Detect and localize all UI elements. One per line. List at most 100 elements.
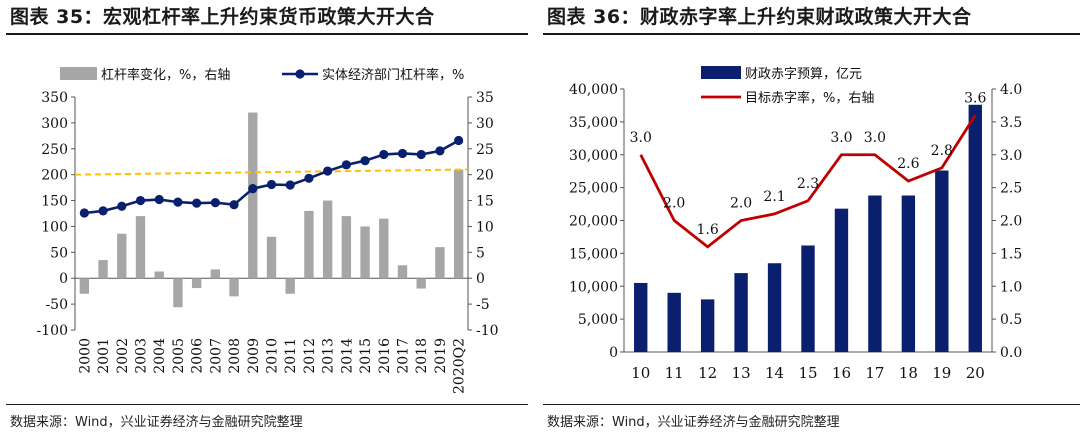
- left-panel: 图表 35：宏观杠杆率上升约束货币政策大开大合 -100 -50 0 50 100 150…: [0, 0, 528, 437]
- x-tick-label: 2012: [302, 338, 318, 374]
- right-tick-label: 0.5: [1000, 312, 1022, 328]
- legend-bar-swatch: [60, 67, 97, 80]
- fiscal-deficit-bar: [634, 282, 648, 352]
- right-tick-label: 30: [476, 116, 494, 132]
- left-tick-label: 350: [41, 90, 68, 106]
- deficit-ratio-data-label: 2.3: [797, 176, 819, 192]
- left-tick-label: 300: [41, 116, 68, 132]
- fiscal-deficit-bar: [935, 170, 949, 352]
- leverage-change-bar: [191, 278, 202, 289]
- leverage-change-bar: [379, 218, 389, 279]
- x-tick-label: 2008: [227, 338, 243, 374]
- x-tick-label: 2005: [171, 338, 187, 374]
- fiscal-deficit-bar: [667, 292, 681, 352]
- legend-bar-label: 杠杆率变化，%，右轴: [101, 67, 230, 83]
- leverage-ratio-point: [285, 180, 295, 190]
- x-tick-label: 2018: [414, 338, 430, 374]
- right-tick-label: 3.5: [1000, 115, 1022, 131]
- left-tick-label: 200: [41, 168, 68, 184]
- left-title-rule: [6, 33, 528, 35]
- x-tick-label: 2013: [321, 338, 337, 374]
- x-tick-label: 2019: [433, 338, 449, 374]
- left-chart-title: 图表 35：宏观杠杆率上升约束货币政策大开大合: [10, 6, 435, 28]
- left-tick-label: 250: [41, 142, 68, 158]
- leverage-ratio-point: [79, 208, 89, 218]
- fiscal-deficit-bar: [901, 195, 916, 352]
- right-panel: 图表 36：财政赤字率上升约束财政政策大开大合 0 5,000 10,000 15,0…: [537, 0, 1080, 437]
- leverage-ratio-point: [360, 156, 370, 166]
- deficit-ratio-data-label: 3.0: [864, 130, 886, 146]
- leverage-ratio-point: [379, 149, 389, 160]
- leverage-ratio-point: [154, 194, 164, 205]
- legend-bar-label: 财政赤字预算，亿元: [745, 67, 862, 82]
- leverage-change-bar: [98, 260, 108, 279]
- leverage-change-bar: [285, 278, 295, 294]
- leverage-change-bar: [341, 216, 352, 279]
- fiscal-deficit-bar: [834, 208, 849, 352]
- x-tick-label: 11: [665, 364, 684, 382]
- leverage-ratio-point: [266, 179, 277, 190]
- left-tick-label: 25,000: [569, 181, 618, 197]
- left-tick-label: 30,000: [569, 148, 618, 164]
- leverage-change-bar: [154, 271, 164, 279]
- x-tick-label: 2015: [358, 338, 374, 374]
- leverage-change-bar: [117, 233, 127, 279]
- right-tick-label: 4.0: [1000, 82, 1022, 98]
- x-tick-label: 15: [798, 364, 817, 382]
- deficit-ratio-data-label: 3.0: [630, 130, 652, 146]
- x-tick-label: 20: [966, 364, 985, 382]
- left-tick-label: 0: [609, 345, 618, 361]
- x-tick-label: 2007: [208, 338, 224, 374]
- leverage-ratio-point: [397, 148, 408, 159]
- deficit-ratio-data-label: 2.6: [897, 156, 919, 172]
- deficit-ratio-data-label: 3.0: [830, 130, 852, 146]
- leverage-change-bar: [210, 269, 221, 279]
- left-tick-label: 0: [59, 271, 68, 287]
- right-tick-label: 15: [476, 194, 494, 210]
- x-tick-label: 13: [732, 364, 751, 382]
- leverage-change-bar: [229, 278, 239, 297]
- leverage-change-bar: [453, 169, 464, 279]
- fiscal-deficit-bar: [700, 299, 715, 352]
- deficit-ratio-data-label: 3.6: [964, 90, 986, 106]
- left-tick-label: 100: [41, 219, 68, 235]
- leverage-change-bar: [135, 216, 146, 279]
- deficit-ratio-data-label: 2.8: [931, 143, 953, 159]
- fiscal-deficit-bar: [767, 263, 782, 352]
- left-source-rule: [6, 404, 528, 405]
- left-tick-label: 150: [41, 194, 68, 210]
- left-tick-label: -50: [45, 297, 68, 313]
- right-source-rule: [543, 404, 1080, 405]
- leverage-ratio-point: [435, 146, 445, 156]
- left-tick-label: 35,000: [569, 115, 618, 131]
- right-chart-title: 图表 36：财政赤字率上升约束财政政策大开大合: [547, 6, 972, 28]
- leverage-ratio-point: [117, 201, 127, 211]
- right-tick-label: 3.0: [1000, 148, 1022, 164]
- leverage-change-bar: [173, 278, 183, 308]
- x-tick-label: 16: [832, 364, 851, 382]
- right-tick-label: 25: [476, 142, 494, 158]
- right-tick-label: 35: [476, 90, 494, 106]
- right-source-note: 数据来源：Wind，兴业证券经济与金融研究院整理: [547, 415, 840, 430]
- x-tick-label: 2002: [115, 338, 131, 374]
- leverage-ratio-point: [173, 197, 183, 207]
- x-tick-label: 2000: [77, 338, 93, 374]
- x-tick-label: 2006: [190, 338, 206, 374]
- leverage-change-bar: [248, 112, 258, 279]
- legend-line-label: 目标赤字率，%，右轴: [745, 90, 874, 106]
- leverage-change-bar: [360, 226, 370, 279]
- left-tick-label: 20,000: [569, 214, 618, 230]
- right-tick-label: 5: [476, 245, 485, 261]
- legend-bar-swatch: [701, 66, 741, 79]
- leverage-change-bar: [416, 278, 426, 289]
- fiscal-deficit-bar: [868, 195, 882, 352]
- x-tick-label: 12: [698, 364, 717, 382]
- deficit-ratio-data-label: 1.6: [697, 222, 719, 238]
- right-tick-label: 2.5: [1000, 181, 1022, 197]
- left-tick-label: 5,000: [578, 312, 618, 328]
- left-chart: -100-50050100150200250300350-10-50510152…: [37, 67, 499, 394]
- leverage-ratio-point: [248, 184, 258, 194]
- deficit-ratio-data-label: 2.0: [730, 196, 752, 212]
- x-tick-label: 18: [899, 364, 918, 382]
- x-tick-label: 2016: [377, 338, 393, 374]
